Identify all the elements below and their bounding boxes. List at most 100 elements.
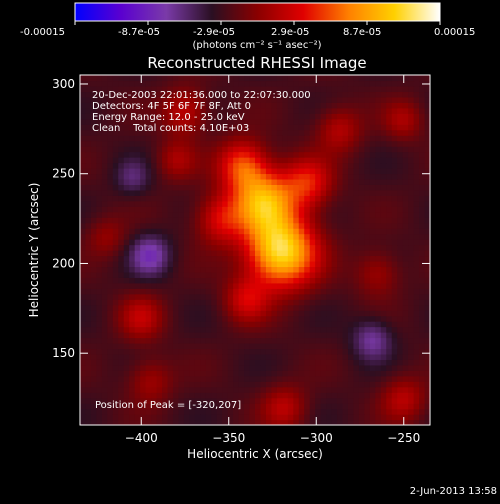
heatmap-cell — [140, 326, 147, 333]
heatmap-cell — [80, 370, 87, 377]
heatmap-cell — [276, 140, 283, 147]
heatmap-cell — [260, 239, 267, 246]
heatmap-cell — [282, 353, 289, 360]
heatmap-cell — [189, 239, 196, 246]
heatmap-cell — [347, 321, 355, 328]
heatmap-cell — [167, 91, 174, 98]
heatmap-cell — [337, 151, 344, 158]
heatmap-cell — [145, 266, 152, 273]
heatmap-cell — [304, 129, 311, 136]
heatmap-cell — [369, 189, 376, 196]
heatmap-cell — [380, 184, 387, 191]
heatmap-cell — [276, 332, 283, 339]
heatmap-cell — [260, 392, 267, 399]
heatmap-cell — [189, 102, 196, 109]
heatmap-cell — [265, 282, 273, 289]
heatmap-cell — [326, 408, 333, 415]
heatmap-cell — [287, 364, 294, 371]
heatmap-cell — [298, 200, 305, 207]
heatmap-cell — [265, 107, 273, 114]
heatmap-cell — [287, 102, 294, 109]
heatmap-cell — [156, 217, 163, 224]
heatmap-cell — [320, 326, 327, 333]
heatmap-cell — [96, 299, 103, 306]
heatmap-cell — [118, 217, 125, 224]
heatmap-cell — [326, 173, 333, 180]
heatmap-cell — [227, 146, 234, 153]
heatmap-cell — [227, 364, 234, 371]
heatmap-cell — [194, 129, 201, 136]
heatmap-cell — [123, 293, 130, 300]
heatmap-cell — [140, 178, 147, 185]
heatmap-cell — [326, 321, 333, 328]
heatmap-cell — [167, 337, 174, 344]
heatmap-cell — [358, 102, 365, 109]
heatmap-cell — [391, 315, 398, 322]
heatmap-cell — [107, 206, 114, 213]
heatmap-cell — [151, 173, 158, 180]
heatmap-cell — [364, 135, 371, 142]
heatmap-cell — [369, 91, 376, 98]
heatmap-cell — [123, 244, 130, 251]
heatmap-cell — [326, 222, 333, 229]
heatmap-cell — [227, 326, 234, 333]
heatmap-cell — [386, 342, 393, 350]
info-detectors: Detectors: 4F 5F 6F 7F 8F, Att 0 — [92, 101, 251, 112]
heatmap-cell — [162, 211, 169, 218]
heatmap-cell — [353, 118, 360, 125]
heatmap-cell — [347, 271, 355, 278]
heatmap-cell — [183, 129, 190, 136]
heatmap-cell — [397, 184, 404, 191]
heatmap-cell — [391, 359, 398, 366]
heatmap-cell — [402, 239, 409, 246]
heatmap-cell — [222, 146, 229, 153]
heatmap-cell — [156, 348, 163, 355]
heatmap-cell — [216, 271, 223, 278]
heatmap-cell — [145, 113, 152, 120]
heatmap-cell — [380, 348, 387, 355]
heatmap-cell — [331, 167, 338, 175]
heatmap-cell — [189, 299, 196, 306]
heatmap-cell — [238, 140, 245, 147]
x-tick-label: −300 — [300, 431, 333, 445]
heatmap-cell — [375, 107, 382, 114]
heatmap-cell — [304, 288, 311, 295]
heatmap-cell — [140, 85, 147, 93]
heatmap-cell — [320, 200, 327, 207]
heatmap-cell — [255, 129, 262, 136]
heatmap-cell — [233, 80, 240, 87]
heatmap-cell — [227, 189, 234, 196]
heatmap-cell — [265, 359, 273, 366]
heatmap-cell — [172, 370, 180, 377]
heatmap-cell — [276, 124, 283, 131]
heatmap-cell — [112, 85, 119, 93]
heatmap-cell — [282, 364, 289, 371]
heatmap-cell — [244, 217, 251, 224]
heatmap-cell — [271, 397, 278, 404]
heatmap-cell — [287, 348, 294, 355]
heatmap-cell — [194, 403, 201, 410]
heatmap-cell — [255, 359, 262, 366]
heatmap-cell — [342, 80, 349, 87]
heatmap-cell — [391, 310, 398, 317]
heatmap-cell — [419, 353, 426, 360]
heatmap-cell — [90, 184, 98, 191]
heatmap-cell — [140, 107, 147, 114]
heatmap-cell — [402, 217, 409, 224]
heatmap-cell — [419, 414, 426, 421]
heatmap-cell — [211, 397, 218, 404]
heatmap-cell — [118, 228, 125, 235]
heatmap-cell — [282, 299, 289, 306]
heatmap-cell — [298, 85, 305, 93]
heatmap-cell — [276, 386, 283, 393]
heatmap-cell — [386, 173, 393, 180]
heatmap-cell — [129, 195, 136, 202]
heatmap-cell — [293, 80, 300, 87]
heatmap-cell — [380, 299, 387, 306]
heatmap-cell — [276, 113, 283, 120]
heatmap-cell — [309, 332, 316, 339]
heatmap-cell — [380, 293, 387, 300]
heatmap-cell — [309, 102, 316, 109]
heatmap-cell — [101, 250, 108, 257]
heatmap-cell — [391, 124, 398, 131]
